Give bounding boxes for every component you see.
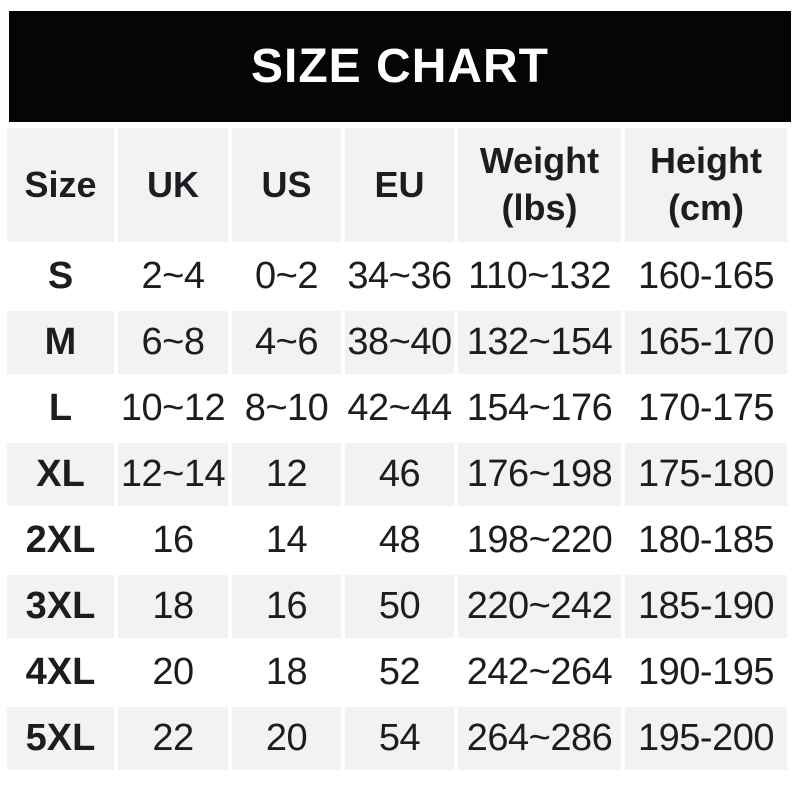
header-label: UK (147, 163, 199, 205)
uk-value-cell: 12~14 (118, 443, 228, 506)
header-label: Size (24, 163, 97, 205)
height-value-cell: 195-200 (625, 707, 787, 770)
header-cell-us: US (232, 128, 341, 242)
us-value-cell: 12 (232, 443, 341, 506)
eu-value-cell: 54 (345, 707, 454, 770)
size-row-3xl: 3XL 18 16 50 220~242 185-190 (7, 575, 787, 638)
height-value-cell: 160-165 (625, 245, 787, 308)
size-row-m: M 6~8 4~6 38~40 132~154 165-170 (7, 311, 787, 374)
weight-value-cell: 242~264 (458, 641, 621, 704)
us-value-cell: 16 (232, 575, 341, 638)
height-value-cell: 165-170 (625, 311, 787, 374)
eu-value-cell: 50 (345, 575, 454, 638)
size-table: Size UK US EU Weight (lbs) Height (cm) S 2… (3, 125, 791, 773)
height-value-cell: 185-190 (625, 575, 787, 638)
us-value-cell: 0~2 (232, 245, 341, 308)
weight-value-cell: 110~132 (458, 245, 621, 308)
uk-value-cell: 6~8 (118, 311, 228, 374)
size-label-cell: L (7, 377, 114, 440)
header-cell-uk: UK (118, 128, 228, 242)
header-sublabel: (lbs) (501, 187, 578, 228)
header-sublabel: (cm) (667, 187, 744, 228)
size-label-cell: 4XL (7, 641, 114, 704)
header-label: US (261, 163, 312, 205)
us-value-cell: 4~6 (232, 311, 341, 374)
size-label-cell: M (7, 311, 114, 374)
header-row: Size UK US EU Weight (lbs) Height (cm) (7, 128, 787, 242)
header-label: Height (650, 140, 762, 182)
eu-value-cell: 48 (345, 509, 454, 572)
uk-value-cell: 18 (118, 575, 228, 638)
size-row-5xl: 5XL 22 20 54 264~286 195-200 (7, 707, 787, 770)
size-row-s: S 2~4 0~2 34~36 110~132 160-165 (7, 245, 787, 308)
uk-value-cell: 20 (118, 641, 228, 704)
uk-value-cell: 10~12 (118, 377, 228, 440)
header-cell-weight: Weight (lbs) (458, 128, 621, 242)
header-cell-size: Size (7, 128, 114, 242)
eu-value-cell: 52 (345, 641, 454, 704)
weight-value-cell: 176~198 (458, 443, 621, 506)
weight-value-cell: 154~176 (458, 377, 621, 440)
weight-value-cell: 198~220 (458, 509, 621, 572)
uk-value-cell: 2~4 (118, 245, 228, 308)
height-value-cell: 180-185 (625, 509, 787, 572)
height-value-cell: 190-195 (625, 641, 787, 704)
weight-value-cell: 132~154 (458, 311, 621, 374)
size-label-cell: 5XL (7, 707, 114, 770)
weight-value-cell: 264~286 (458, 707, 621, 770)
us-value-cell: 20 (232, 707, 341, 770)
page-title: SIZE CHART (251, 40, 549, 93)
header-cell-eu: EU (345, 128, 454, 242)
eu-value-cell: 42~44 (345, 377, 454, 440)
title-banner: SIZE CHART (9, 11, 791, 122)
eu-value-cell: 46 (345, 443, 454, 506)
header-label: Weight (479, 140, 600, 182)
eu-value-cell: 38~40 (345, 311, 454, 374)
size-label-cell: 2XL (7, 509, 114, 572)
header-label: EU (374, 163, 425, 205)
size-label-cell: 3XL (7, 575, 114, 638)
us-value-cell: 14 (232, 509, 341, 572)
size-row-4xl: 4XL 20 18 52 242~264 190-195 (7, 641, 787, 704)
us-value-cell: 8~10 (232, 377, 341, 440)
height-value-cell: 170-175 (625, 377, 787, 440)
size-row-l: L 10~12 8~10 42~44 154~176 170-175 (7, 377, 787, 440)
us-value-cell: 18 (232, 641, 341, 704)
size-row-2xl: 2XL 16 14 48 198~220 180-185 (7, 509, 787, 572)
eu-value-cell: 34~36 (345, 245, 454, 308)
uk-value-cell: 16 (118, 509, 228, 572)
size-label-cell: S (7, 245, 114, 308)
uk-value-cell: 22 (118, 707, 228, 770)
weight-value-cell: 220~242 (458, 575, 621, 638)
header-cell-height: Height (cm) (625, 128, 787, 242)
size-row-xl: XL 12~14 12 46 176~198 175-180 (7, 443, 787, 506)
height-value-cell: 175-180 (625, 443, 787, 506)
size-label-cell: XL (7, 443, 114, 506)
